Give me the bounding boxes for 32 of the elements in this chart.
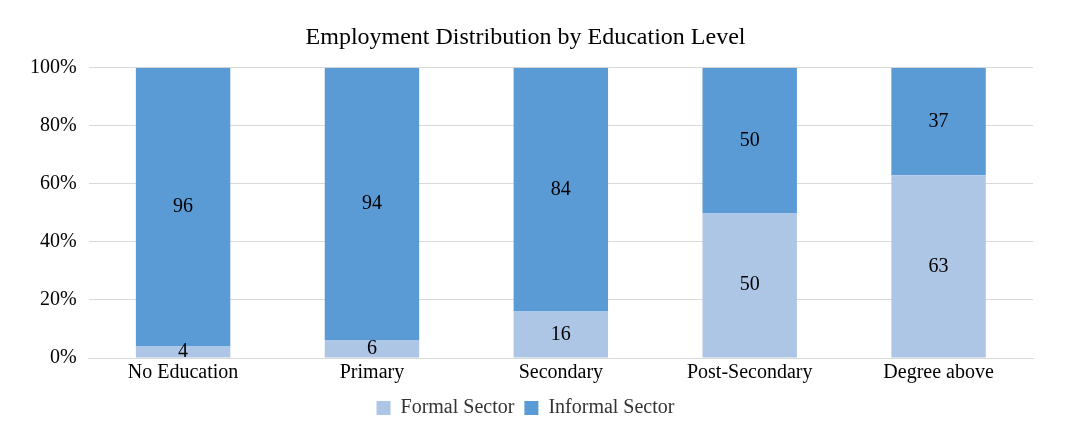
bar [324,340,420,358]
y-tick-label: 0% [49,345,77,368]
data-label: 50 [739,127,760,150]
bar [513,311,609,358]
bar [513,67,609,312]
x-tick-label: Post-Secondary [686,360,813,384]
chart-title: Employment Distribution by Education Level [305,22,746,49]
data-label: 96 [173,194,194,217]
y-tick-label: 20% [39,287,77,310]
data-label: 50 [739,272,760,295]
x-tick-label: Degree above [883,360,994,384]
y-tick-label: 60% [39,171,77,194]
data-label: 4 [178,339,189,362]
bar [702,67,797,213]
bar [702,212,797,358]
x-tick-label: Secondary [518,360,604,384]
legend-label: Formal Sector [400,395,515,418]
data-label: 37 [928,108,949,131]
y-tick-label: 80% [39,113,77,136]
data-label: 84 [550,176,571,199]
y-tick-label: 100% [29,55,77,78]
data-label: 16 [550,321,571,344]
x-tick-label: Primary [339,360,405,384]
data-label: 6 [366,336,377,359]
data-label: 63 [928,253,949,276]
x-tick-label: No Education [127,360,239,383]
y-tick-label: 40% [39,229,77,252]
bar [324,67,420,341]
bar [891,175,986,358]
bar [891,67,986,176]
data-label: 94 [361,191,382,214]
legend-label: Informal Sector [548,395,675,418]
